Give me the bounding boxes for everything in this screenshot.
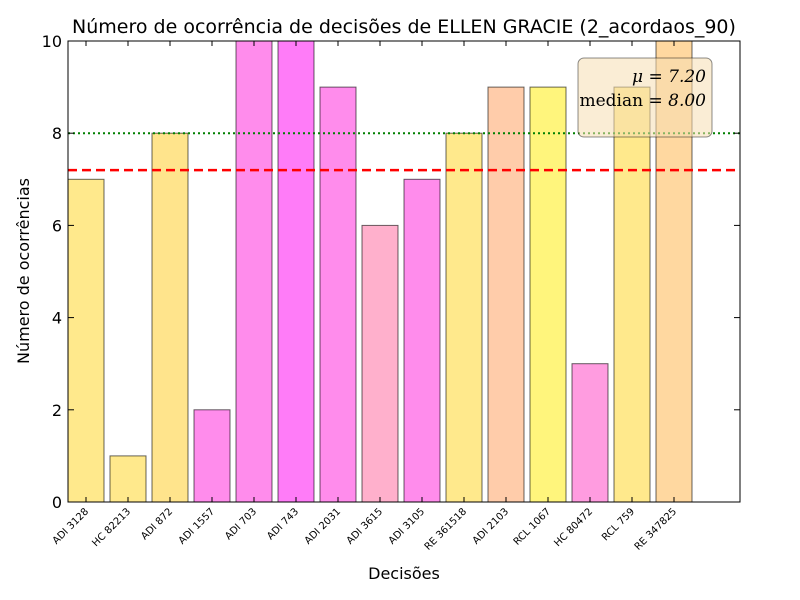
y-tick-label: 6 bbox=[52, 216, 62, 235]
median-annotation: median = 8.00 bbox=[579, 91, 706, 111]
x-tick-label: RE 347825 bbox=[633, 506, 679, 552]
x-tick-label: ADI 1557 bbox=[177, 506, 217, 546]
median-equals: = bbox=[643, 91, 668, 111]
mean-annotation: μ = 7.20 bbox=[632, 67, 706, 87]
plot-frame bbox=[67, 40, 741, 503]
x-tick-label: ADI 3128 bbox=[51, 506, 91, 546]
x-tick-label: ADI 743 bbox=[265, 506, 301, 542]
bar-hc-80472 bbox=[571, 363, 609, 503]
bar-re-361518 bbox=[445, 132, 483, 503]
x-tick-label: HC 80472 bbox=[552, 506, 595, 549]
bar-adi-3615 bbox=[361, 224, 399, 503]
bar-adi-703 bbox=[235, 40, 273, 503]
mean-equals: = bbox=[643, 67, 668, 87]
mean-symbol: μ bbox=[632, 67, 643, 87]
bar-hc-82213 bbox=[109, 455, 147, 503]
x-tick-label: ADI 2103 bbox=[471, 506, 511, 546]
median-value: 8.00 bbox=[668, 91, 706, 111]
bar-adi-2031 bbox=[319, 86, 357, 503]
bar-adi-743 bbox=[277, 40, 315, 503]
x-tick-label: ADI 3105 bbox=[387, 506, 427, 546]
mean-value: 7.20 bbox=[668, 67, 706, 87]
y-tick-label: 2 bbox=[52, 401, 62, 420]
y-tick-label: 4 bbox=[52, 309, 62, 328]
x-tick-label: HC 82213 bbox=[90, 506, 133, 549]
chart-title: Número de ocorrência de decisões de ELLE… bbox=[72, 16, 736, 38]
bar-adi-1557 bbox=[193, 409, 231, 503]
y-tick-label: 0 bbox=[52, 493, 62, 512]
x-tick-label: RCL 759 bbox=[600, 506, 637, 543]
bar-adi-2103 bbox=[487, 86, 525, 503]
x-tick-label: ADI 872 bbox=[139, 506, 175, 542]
y-tick-label: 8 bbox=[52, 124, 62, 143]
bar-rcl-1067 bbox=[529, 86, 567, 503]
x-tick-label: ADI 3615 bbox=[345, 506, 385, 546]
y-tick-label: 10 bbox=[42, 32, 62, 51]
stats-annotation-box: μ = 7.20 median = 8.00 bbox=[577, 57, 713, 138]
bar-rcl-759 bbox=[613, 86, 651, 503]
bars-group bbox=[67, 40, 693, 503]
y-axis-label: Número de ocorrências bbox=[14, 178, 33, 364]
y-axis-ticks: 0 2 4 6 8 10 bbox=[42, 32, 740, 512]
bar-adi-3128 bbox=[67, 178, 105, 503]
x-tick-label: RCL 1067 bbox=[512, 506, 553, 547]
x-tick-label: ADI 2031 bbox=[303, 506, 343, 546]
x-tick-label: ADI 703 bbox=[223, 506, 259, 542]
stats-box-background bbox=[577, 57, 713, 138]
median-label: median bbox=[579, 91, 643, 111]
bar-adi-3105 bbox=[403, 178, 441, 503]
x-axis-label: Decisões bbox=[368, 564, 440, 583]
bar-adi-872 bbox=[151, 132, 189, 503]
x-tick-label: RE 361518 bbox=[423, 506, 469, 552]
